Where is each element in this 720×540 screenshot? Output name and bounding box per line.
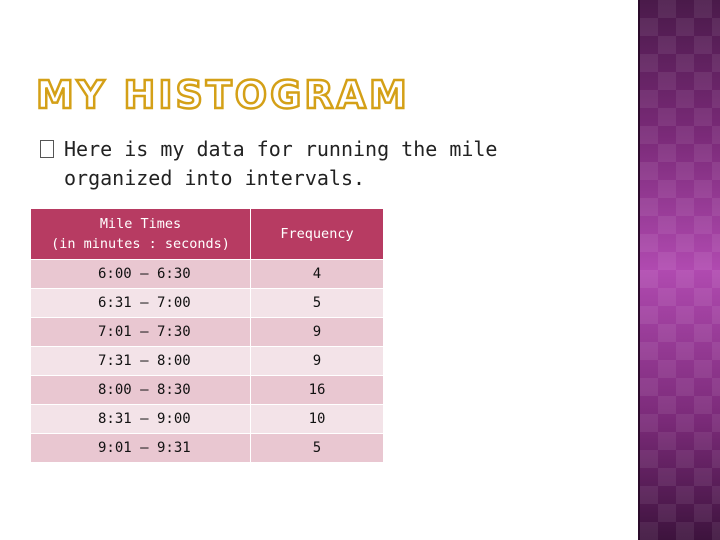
interval-cell: 6:31 – 7:00 — [30, 288, 251, 318]
frequency-cell: 9 — [250, 346, 384, 376]
slide-title: MY HISTOGRAM — [35, 72, 410, 119]
table-row: 7:31 – 8:00 9 — [30, 346, 384, 376]
decorative-sidebar — [640, 0, 720, 540]
frequency-cell: 16 — [250, 375, 384, 405]
header-mile-times-line2: (in minutes : seconds) — [51, 236, 230, 252]
table-row: 6:00 – 6:30 4 — [30, 259, 384, 289]
header-mile-times: Mile Times (in minutes : seconds) — [30, 208, 251, 260]
header-mile-times-line1: Mile Times — [99, 216, 182, 232]
interval-cell: 7:01 – 7:30 — [30, 317, 251, 347]
interval-cell: 6:00 – 6:30 — [30, 259, 251, 289]
bullet-point: Here is my data for running the mile org… — [40, 135, 620, 193]
header-frequency: Frequency — [250, 208, 384, 260]
bullet-text-line2: organized into intervals. — [64, 166, 366, 190]
sidebar-edge — [638, 0, 640, 540]
interval-cell: 7:31 – 8:00 — [30, 346, 251, 376]
frequency-cell: 5 — [250, 433, 384, 463]
interval-cell: 8:31 – 9:00 — [30, 404, 251, 434]
frequency-cell: 10 — [250, 404, 384, 434]
table-header-row: Mile Times (in minutes : seconds) Freque… — [30, 208, 384, 260]
frequency-cell: 4 — [250, 259, 384, 289]
interval-cell: 8:00 – 8:30 — [30, 375, 251, 405]
table-row: 8:31 – 9:00 10 — [30, 404, 384, 434]
table-row: 9:01 – 9:31 5 — [30, 433, 384, 463]
frequency-cell: 5 — [250, 288, 384, 318]
bullet-text-line1: Here is my data for running the mile — [64, 137, 498, 161]
frequency-cell: 9 — [250, 317, 384, 347]
square-bullet-icon — [40, 140, 54, 158]
interval-cell: 9:01 – 9:31 — [30, 433, 251, 463]
table-row: 8:00 – 8:30 16 — [30, 375, 384, 405]
frequency-table: Mile Times (in minutes : seconds) Freque… — [30, 208, 384, 463]
table-row: 6:31 – 7:00 5 — [30, 288, 384, 318]
table-row: 7:01 – 7:30 9 — [30, 317, 384, 347]
